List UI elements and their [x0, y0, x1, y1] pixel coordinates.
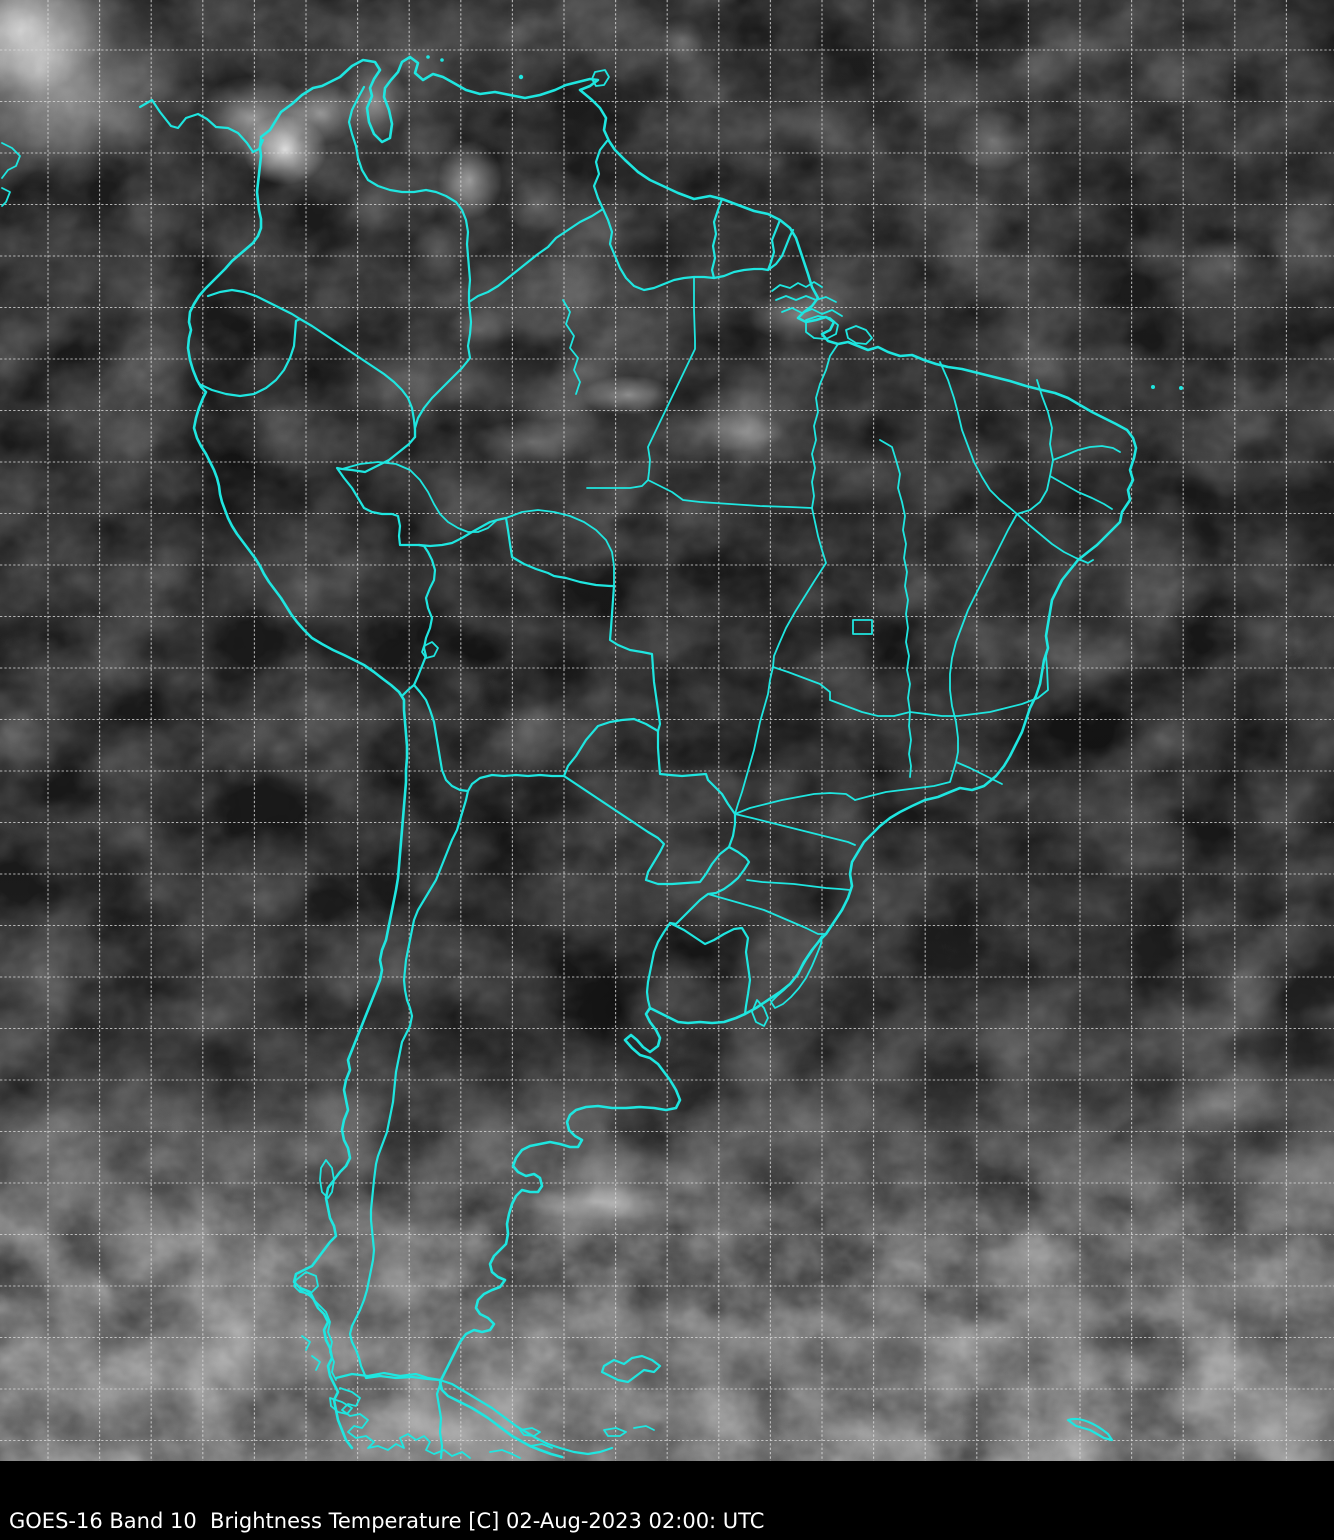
costa-rica-edge-coastline	[1, 142, 21, 207]
brazil-state-border-rondonia	[505, 509, 615, 587]
atol-das-rocas-dot	[1151, 385, 1155, 389]
brazil-state-border-matogrosso-goias	[734, 666, 856, 846]
panama-coastline	[138, 98, 265, 154]
magellan-west-spur	[329, 1397, 353, 1415]
curacao-island-dot	[426, 55, 430, 59]
border-brazil-guianas	[601, 207, 795, 292]
continent-coastline-east	[259, 55, 1138, 1459]
border-chile-peru-bolivia	[400, 683, 470, 793]
border-guyana-suriname	[710, 197, 724, 280]
brazil-state-border-maranhao-piaui	[939, 361, 1018, 515]
bonaire-island-dot	[440, 58, 444, 62]
lagoa-dos-patos	[770, 935, 823, 1009]
map-area	[0, 0, 1334, 1461]
caption-text: GOES-16 Band 10 Brightness Temperature […	[9, 1509, 765, 1533]
brazil-state-border-ms-sp	[734, 792, 856, 815]
brazil-state-border-sc-riograndedosul	[707, 893, 827, 935]
brazil-state-border-piaui-ceara	[1016, 379, 1054, 515]
amazon-delta-channels	[771, 281, 843, 317]
border-guyana-venezuela	[592, 139, 609, 211]
country-borders-overlay	[1, 55, 1183, 1460]
brazil-state-border-amazonas-para	[586, 276, 813, 509]
southern-islets	[489, 1425, 655, 1459]
brazil-state-border-roraima-amazonas	[562, 299, 581, 395]
border-venezuela-colombia	[347, 85, 472, 304]
brazil-state-border-acre-amazonas	[341, 461, 498, 533]
border-bolivia-paraguay	[562, 717, 660, 778]
border-bolivia-brazil	[417, 516, 662, 733]
magellan-strait-coast	[334, 1371, 614, 1456]
brazil-state-border-goias-minas	[829, 699, 911, 717]
border-chile-argentina	[348, 789, 470, 1382]
border-paraguay	[562, 729, 737, 886]
south-america-borders	[1, 55, 1183, 1460]
grid-lines	[0, 0, 1334, 1461]
latlon-grid	[0, 0, 1334, 1461]
falkland-islands	[600, 1354, 662, 1384]
chilean-fjords	[299, 1289, 337, 1381]
border-suriname-french-guiana	[766, 218, 782, 272]
trinidad-island	[591, 69, 610, 87]
brazil-state-border-para-tocantins	[734, 343, 839, 815]
border-colombia-brazil	[413, 300, 473, 439]
border-ecuador-peru	[197, 317, 302, 398]
brazil-state-border-minas-rio	[854, 761, 1003, 801]
lagoa-mirim	[751, 999, 769, 1027]
brazil-state-border-parana-santacatarina	[746, 879, 851, 891]
belem-estuary-island	[845, 325, 873, 345]
distrito-federal-outline	[852, 619, 873, 635]
caption-bar: GOES-16 Band 10 Brightness Temperature […	[0, 1461, 1334, 1540]
brazil-state-border-bahia-minas	[909, 647, 1049, 717]
brazil-state-border-tocantins-east	[879, 439, 912, 778]
border-venezuela-brazil	[467, 207, 605, 304]
border-peru-bolivia	[412, 543, 437, 687]
border-colombia-peru	[298, 317, 417, 439]
patagonia-archipelago	[339, 1387, 471, 1459]
marajo-island	[805, 315, 839, 340]
fernando-de-noronha-dot	[1179, 386, 1183, 390]
taitao-peninsula	[293, 1271, 319, 1295]
tierra-del-fuego-border	[435, 1380, 444, 1460]
border-bolivia-argentina	[466, 773, 566, 793]
brazil-state-border-pernambuco-alagoas	[1049, 475, 1113, 510]
border-ecuador-colombia	[206, 288, 302, 321]
border-argentina-brazil-uruguay-river	[645, 845, 751, 1010]
border-uruguay-brazil	[668, 921, 752, 1016]
brazil-state-border-piaui-bahia	[949, 513, 1018, 763]
continent-coastline-west	[186, 137, 409, 1450]
south-georgia-island	[1066, 1417, 1114, 1442]
brazil-state-border-pernambuco	[1016, 513, 1094, 564]
lake-titicaca	[421, 641, 439, 659]
brazil-state-border-ceara-paraiba	[1052, 445, 1121, 461]
border-peru-brazil	[335, 435, 421, 547]
margarita-island-dot	[518, 74, 524, 80]
chiloe-island	[319, 1159, 335, 1199]
